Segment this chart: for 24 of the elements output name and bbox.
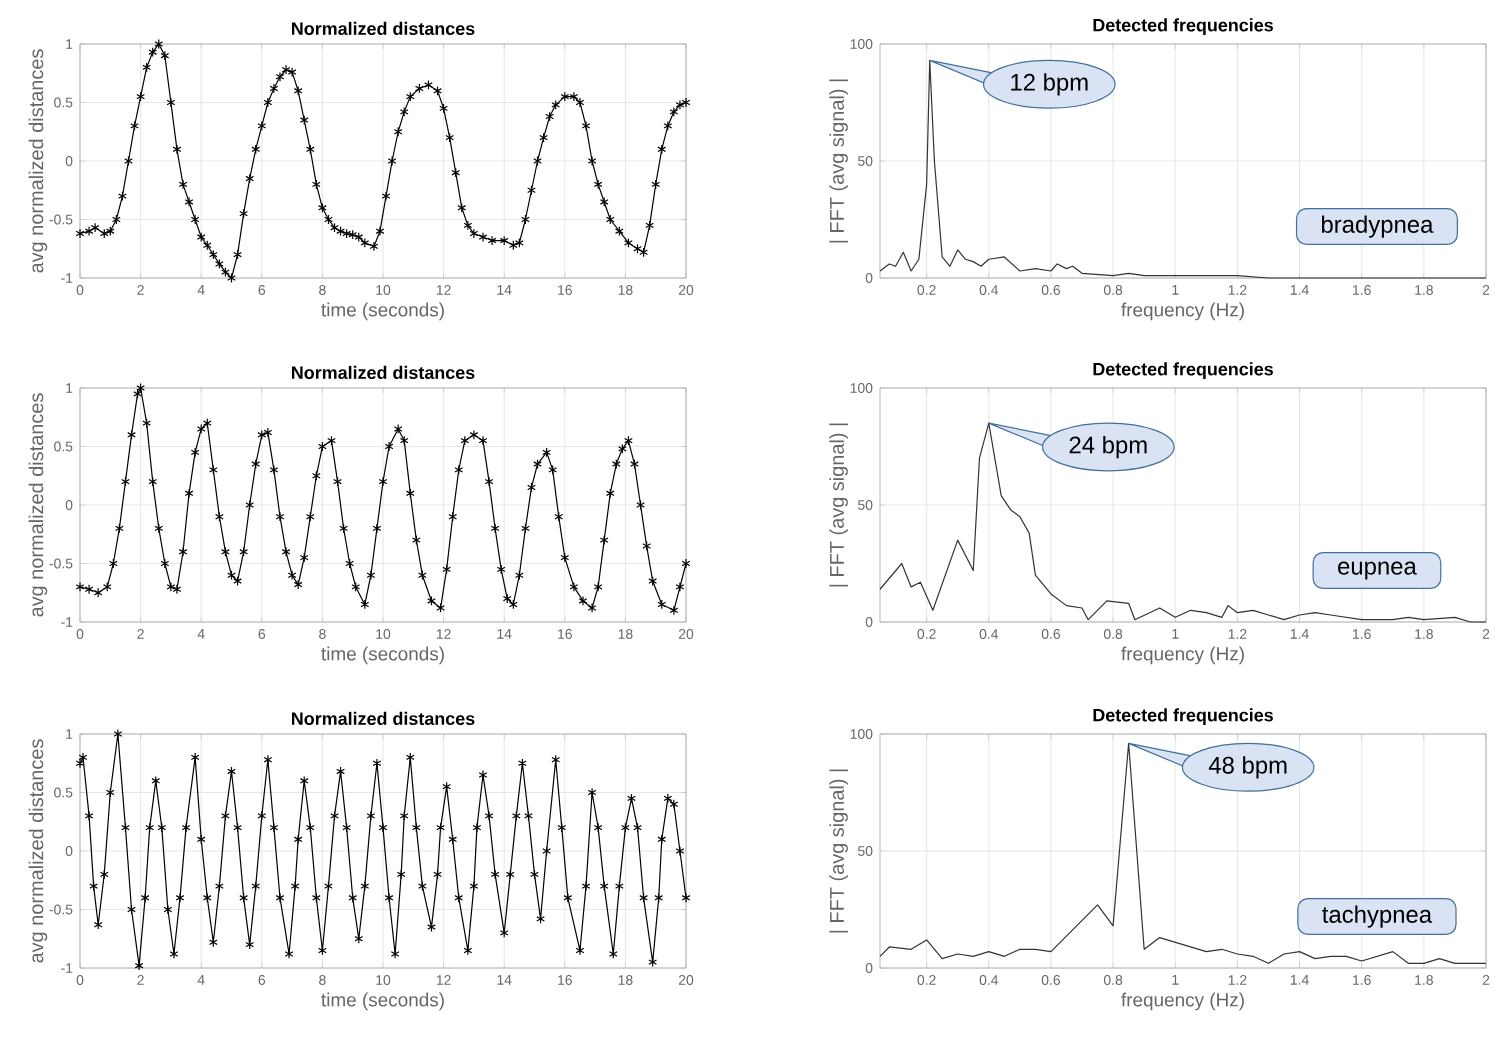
annotation: tachypnea [1322,905,1433,928]
y-axis-title: | FFT (avg signal) | [829,79,849,243]
y-axis-title: | FFT (avg signal) | [829,423,849,587]
x-axis-title: time (seconds) [321,992,444,1011]
annotation: eupnea [1338,561,1417,580]
y-axis-title: avg normalized distances [28,739,48,963]
x-axis-title: time (seconds) [321,302,444,321]
x-axis-title: frequency (Hz) [1121,992,1244,1011]
chart-title: Normalized distances [292,365,475,380]
y-axis-title: | FFT (avg signal) | [829,769,849,933]
annotation: 24 bpm [1069,435,1147,459]
chart-title: Detected frequencies [1093,708,1273,726]
annotation: bradypnea [1321,215,1434,238]
y-axis-title: avg normalized distances [28,393,48,617]
annotation: 12 bpm [1011,73,1088,96]
x-axis-title: time (seconds) [321,646,444,665]
chart-title: Detected frequencies [1093,18,1273,35]
x-axis-title: frequency (Hz) [1121,302,1244,321]
y-axis-title: avg normalized distances [28,49,48,273]
chart-title: Detected frequencies [1093,362,1273,380]
x-axis-title: frequency (Hz) [1121,646,1244,665]
chart-title: Normalized distances [292,711,475,726]
annotation: 48 bpm [1208,756,1287,779]
chart-title: Normalized distances [292,21,475,36]
